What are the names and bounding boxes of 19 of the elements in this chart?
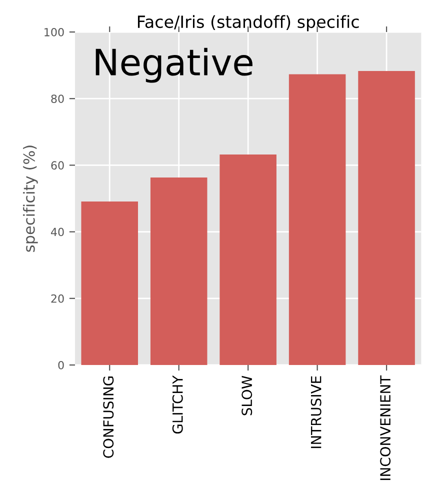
y-tick-label: 0 [58, 360, 64, 370]
bar [220, 154, 276, 365]
bar [358, 70, 415, 365]
x-tick-label: GLITCHY [172, 375, 183, 434]
y-tick-label: 100 [44, 28, 64, 36]
y-tick-label: 80 [51, 94, 64, 103]
x-tick-label: INTRUSIVE [310, 376, 322, 448]
chart-title: Face/Iris (standoff) specific [138, 15, 359, 32]
y-tick-label: 20 [51, 294, 64, 303]
x-tick-label: INCONVENIENT [380, 375, 391, 480]
bar [81, 201, 138, 365]
annotation: Negative [96, 48, 252, 83]
bar [150, 178, 208, 365]
y-axis-title: specificity (%) [23, 146, 38, 252]
y-tick-label: 40 [50, 228, 64, 236]
bar [288, 74, 346, 365]
x-tick-label: CONFUSING [103, 376, 114, 458]
x-tick-label: SLOW [242, 376, 252, 416]
y-tick-label: 60 [51, 161, 64, 170]
